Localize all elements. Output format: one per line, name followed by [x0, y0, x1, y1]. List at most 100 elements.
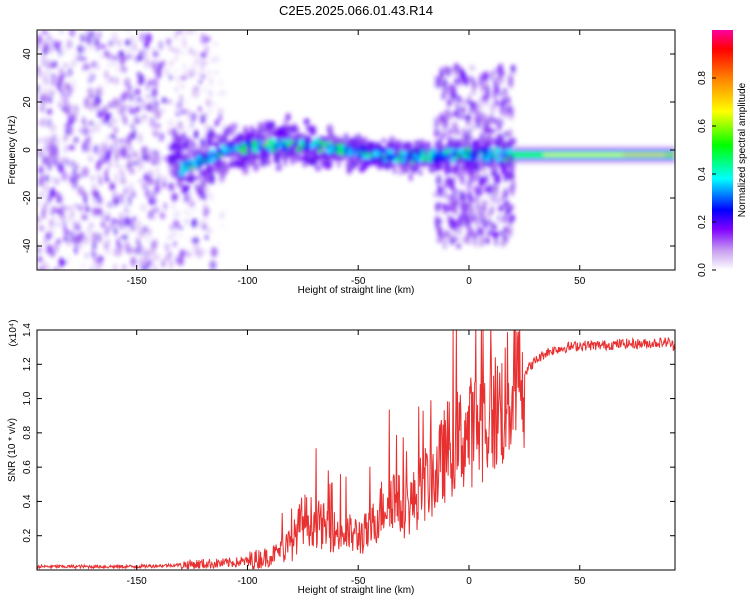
spectrogram-band-blob	[187, 175, 194, 184]
snr-y-tick-label: 1.0	[22, 391, 33, 405]
spectrogram-noise-blob	[52, 157, 58, 167]
spectrogram-spread-blob	[469, 138, 473, 150]
spectrogram-noise-blob	[66, 39, 73, 50]
spectrogram-noise-blob	[48, 87, 53, 96]
spectrogram-noise-blob	[105, 238, 111, 245]
spectrogram-ridge-blob	[417, 157, 423, 163]
snr-line	[37, 330, 675, 570]
spectrogram-noise-blob	[176, 211, 180, 216]
spectrogram-noise-blob	[153, 206, 158, 211]
spectrogram-noise-blob	[89, 104, 94, 112]
spectrogram-noise-blob	[192, 208, 197, 212]
spectrogram-noise-blob	[77, 44, 84, 54]
spectrogram-band-blob	[264, 120, 269, 130]
spectrogram-noise-blob	[221, 223, 225, 230]
spectrogram-noise-blob	[142, 49, 149, 59]
spectrogram-noise-blob	[53, 177, 60, 185]
spectrogram-noise-blob	[113, 227, 118, 236]
spectrogram-noise-blob	[80, 33, 85, 43]
spectrogram-noise-blob	[174, 47, 178, 56]
spectrogram-band-blob	[212, 164, 219, 173]
spectrogram-band-blob	[184, 136, 192, 142]
spectrogram-ridge-blob	[492, 152, 498, 157]
spectrogram-noise-blob	[92, 233, 98, 245]
spectrogram-band-blob	[176, 178, 183, 188]
spectrogram-ridge-blob	[186, 158, 191, 166]
spectrogram-band-blob	[368, 159, 373, 167]
spectrogram-noise-blob	[177, 121, 182, 128]
spectrogram-noise-blob	[128, 92, 135, 102]
spectrogram-band-blob	[278, 129, 284, 139]
spectrogram-noise-blob	[139, 203, 147, 212]
spectrogram-noise-blob	[66, 215, 73, 223]
spectrogram-spread-blob	[475, 166, 480, 175]
spectrogram-noise-blob	[104, 248, 112, 256]
spectrogram-noise-blob	[114, 199, 119, 207]
spectrogram-spread-blob	[450, 203, 457, 214]
spectrogram-noise-blob	[105, 50, 111, 59]
snr-frame	[36, 329, 676, 571]
spectrogram-band-blob	[252, 153, 256, 159]
spectrogram-noise-blob	[115, 77, 119, 85]
spectrogram-noise-blob	[110, 223, 116, 230]
colorbar-tick-label: 0.6	[697, 119, 708, 133]
spectrogram-noise-blob	[158, 131, 165, 142]
spectrogram-noise-blob	[56, 83, 62, 91]
spectrogram-noise-blob	[57, 162, 64, 173]
spectrogram-noise-blob	[164, 255, 169, 262]
spectrogram-noise-blob	[94, 191, 99, 200]
spectrogram-noise-blob	[173, 229, 177, 235]
spectrogram-spread-blob	[449, 236, 455, 245]
spectrogram-noise-blob	[190, 122, 194, 130]
spectrogram-band-blob	[186, 145, 194, 156]
spectrogram-band-blob	[418, 170, 423, 176]
snr-y-tick-label: 1.4	[22, 323, 33, 337]
spectrogram-band-blob	[337, 158, 341, 169]
spectrogram-texture	[37, 30, 675, 270]
spectrogram-noise-blob	[161, 175, 168, 184]
spectrogram-ridge-blob	[452, 150, 458, 157]
spectrogram-noise-blob	[147, 79, 155, 86]
spectrogram-spread-blob	[444, 161, 449, 171]
spectrogram-band-blob	[268, 120, 275, 130]
spectrogram-ridge-blob	[311, 142, 317, 147]
spectrogram-noise-blob	[51, 134, 56, 143]
spectrogram-band-blob	[306, 126, 313, 132]
spectrogram-ridge-blob	[257, 139, 261, 145]
spectrogram-noise-blob	[152, 259, 156, 268]
colorbar-scale	[712, 30, 733, 270]
spectrogram-ridge-blob	[402, 151, 408, 158]
spectrogram-noise-blob	[209, 259, 217, 270]
spectrogram-noise-blob	[59, 157, 67, 165]
spectrogram-noise-blob	[202, 207, 206, 213]
spectrogram-spread-blob	[439, 70, 445, 79]
spectrogram-band-blob	[428, 166, 434, 173]
spectrogram-noise-blob	[104, 169, 108, 181]
spectrogram-band-blob	[169, 182, 175, 192]
spectrogram-noise-blob	[203, 219, 206, 226]
figure-title: C2E5.2025.066.01.43.R14	[279, 3, 433, 18]
spectrogram-ridge-blob	[433, 154, 440, 159]
spectrogram-noise-blob	[153, 64, 158, 75]
spectrogram-band-blob	[380, 162, 386, 167]
spectrogram-noise-blob	[175, 76, 180, 81]
spectrogram-noise-blob	[167, 251, 173, 259]
spectrogram-noise-blob	[71, 179, 78, 190]
spectrogram-spread-blob	[494, 100, 500, 108]
spectrogram-noise-blob	[43, 76, 50, 86]
spectrogram-spread-blob	[490, 205, 495, 214]
spectrogram-spread-blob	[445, 110, 452, 120]
spectrogram-noise-blob	[200, 219, 204, 226]
spectrogram-noise-blob	[181, 248, 185, 255]
spectrogram-noise-blob	[101, 106, 109, 112]
spectrogram-noise-blob	[146, 94, 151, 99]
spectrogram-noise-blob	[47, 247, 52, 253]
spectrogram-band-blob	[409, 172, 413, 182]
spectrogram-spread-blob	[442, 79, 447, 88]
spectrogram-ridge-blob	[242, 150, 247, 155]
spectrogram-band-blob	[321, 151, 327, 158]
spectrogram-noise-blob	[43, 48, 48, 55]
spectrogram-ridge-blob	[471, 153, 476, 160]
spectrogram-ridge-blob	[262, 143, 269, 149]
